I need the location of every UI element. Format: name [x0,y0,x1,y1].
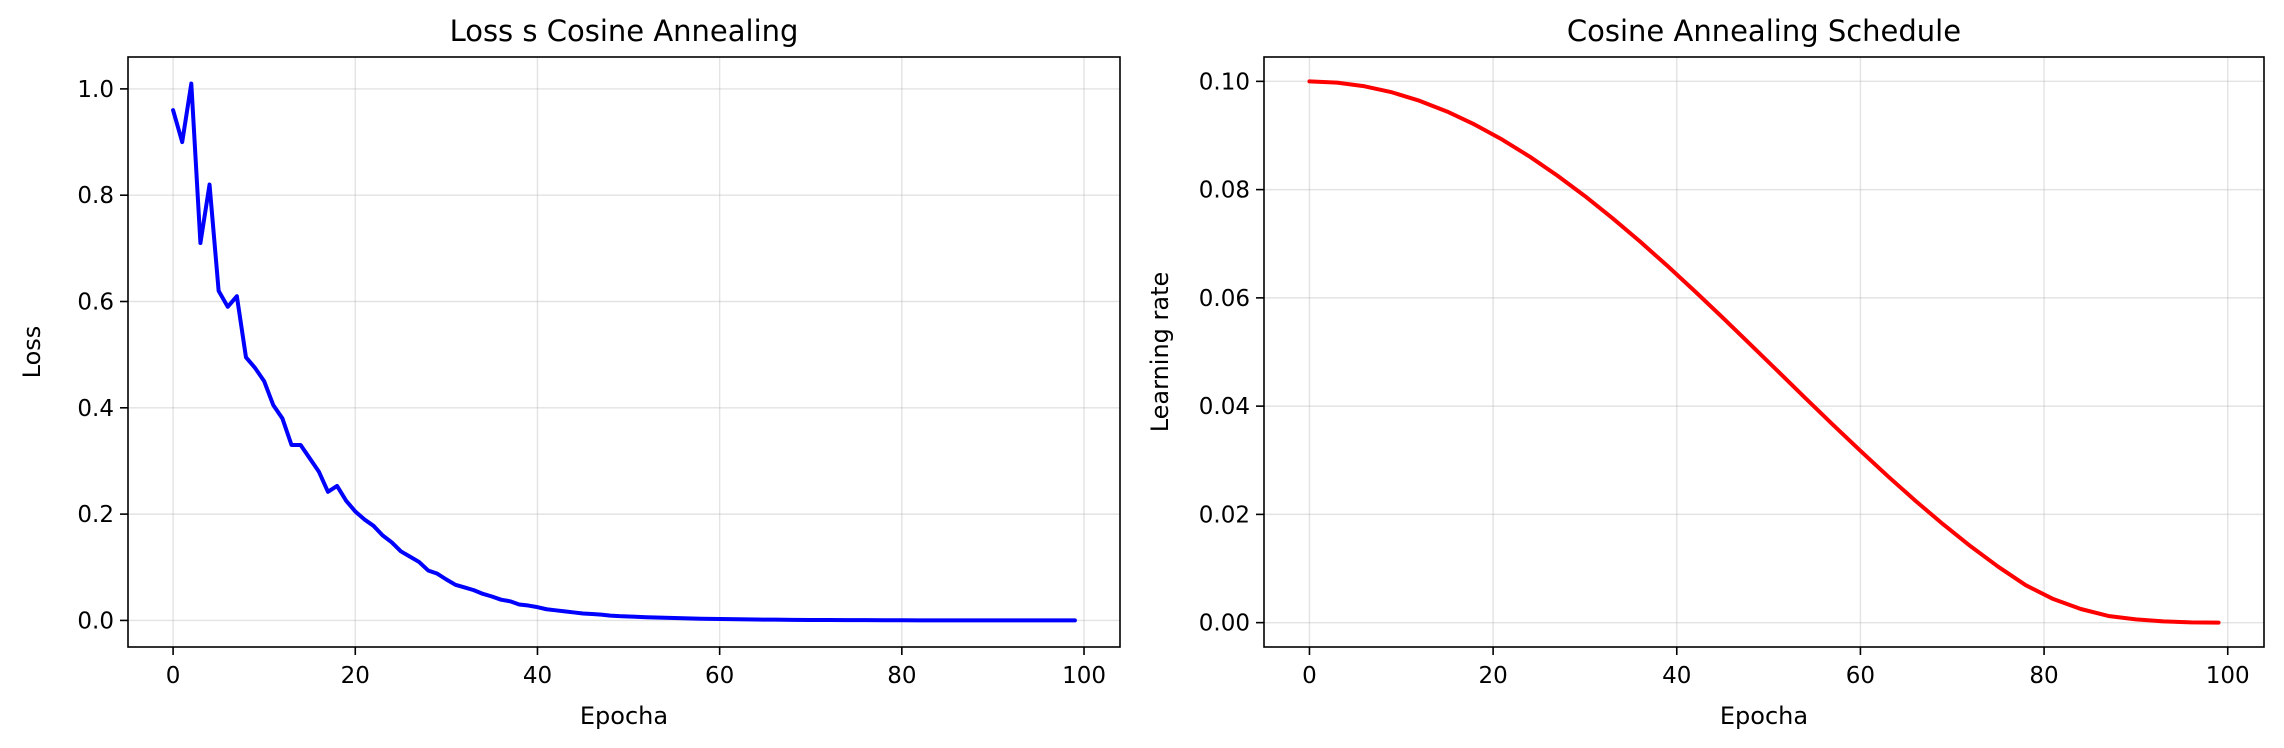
loss-x-tick-label: 60 [705,663,734,689]
loss-x-tick-label: 0 [166,663,181,689]
loss-y-tick-label: 0.0 [77,608,114,634]
lr-x-tick-label: 0 [1302,663,1317,689]
loss-x-axis-label: Epocha [580,702,668,730]
loss-x-tick-label: 100 [1062,663,1106,689]
lr-x-tick-label: 20 [1478,663,1507,689]
loss-y-tick-label: 0.2 [77,502,114,528]
loss-y-tick-label: 0.4 [77,396,114,422]
loss-x-tick-label: 40 [523,663,552,689]
loss-x-tick-label: 80 [887,663,916,689]
lr-line [1307,79,2221,625]
lr-y-tick-label: 0.10 [1199,69,1250,95]
loss-y-tick-label: 0.6 [77,290,114,316]
lr-x-axis-label: Epocha [1720,702,1808,730]
lr-y-tick-label: 0.04 [1199,394,1250,420]
loss-plot-frame [127,56,1121,648]
lr-x-tick-label: 40 [1662,663,1691,689]
lr-y-tick-label: 0.06 [1199,286,1250,312]
loss-chart-title: Loss s Cosine Annealing [450,14,799,48]
loss-y-axis-label: Loss [18,326,46,379]
lr-x-tick-label: 80 [2029,663,2058,689]
lr-plot-frame [1263,56,2265,648]
lr-y-axis-label: Learning rate [1146,272,1174,433]
lr-chart-title: Cosine Annealing Schedule [1567,14,1961,48]
loss-line [171,81,1077,623]
loss-y-tick-label: 0.8 [77,183,114,209]
lr-x-tick-label: 60 [1846,663,1875,689]
loss-y-tick-label: 1.0 [77,77,114,103]
lr-y-tick-label: 0.02 [1199,502,1250,528]
loss-chart: 0 20 40 60 80 100 0.0 0.2 0.4 0.6 0.8 1.0 Loss s Co… [18,14,1121,730]
lr-y-tick-label: 0.00 [1199,611,1250,637]
lr-chart: 0 20 40 60 80 100 0.00 0.02 0.04 0.06 0.08 0.10 Cos… [1146,14,2265,730]
loss-x-tick-label: 20 [341,663,370,689]
lr-x-tick-label: 100 [2206,663,2250,689]
lr-y-tick-label: 0.08 [1199,178,1250,204]
